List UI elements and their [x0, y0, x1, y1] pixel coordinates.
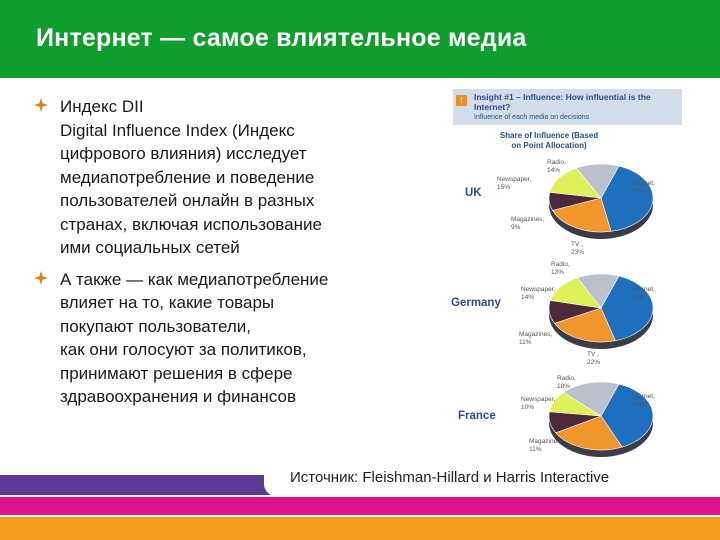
- insight-icon: !: [456, 95, 467, 106]
- pie-slice-radio: [577, 273, 620, 309]
- bullet-line: ими социальных сетей: [60, 238, 240, 257]
- slide-title: Интернет — самое влиятельное медиа: [36, 24, 527, 52]
- star-bullet-icon: [34, 98, 48, 112]
- bullet-line: Индекс DII: [60, 97, 144, 116]
- slice-label: Radio, 18%: [557, 375, 576, 390]
- slice-label: TV , 22%: [587, 351, 600, 366]
- bullet-line: Digital Influence Index (Индекс: [60, 120, 295, 140]
- slice-label: Newspaper, 15%: [497, 176, 532, 191]
- source-caption: Источник: Fleishman-Hillard и Harris Int…: [290, 469, 610, 486]
- country-label: UK: [465, 187, 482, 199]
- country-label: France: [458, 410, 496, 422]
- pie-slice-tv: [552, 197, 612, 233]
- pie-slice-tv: [555, 415, 623, 451]
- pie-slice-radio: [563, 381, 620, 417]
- bullet-line: пользователей онлайн в разных: [60, 191, 315, 210]
- insight-subtitle: Influence of each media on decisions: [474, 114, 590, 121]
- slice-label: Magazines, 11%: [519, 331, 552, 346]
- footer-stripe-pink: [0, 497, 720, 515]
- pie-charts: UK Internet, 43% TV , 23% Magazines, 9% Newspap…: [451, 159, 655, 457]
- slide-header: Интернет — самое влиятельное медиа: [0, 0, 720, 78]
- pie-slice-internet: [600, 275, 654, 342]
- share-title: Share of Influence (Based on Point Alloc…: [499, 131, 599, 150]
- bullet-line: принимают решения в сфере: [60, 363, 293, 383]
- insight-title: Insight #1 – Influence: How influential …: [474, 92, 651, 112]
- slice-label: Magazines, 11%: [529, 438, 562, 453]
- footer-stripe-orange: [0, 517, 720, 540]
- slice-label: Radio, 13%: [551, 261, 570, 276]
- slice-label: Radio, 14%: [547, 159, 566, 174]
- bullet-line: здравоохранения и финансов: [60, 387, 296, 406]
- bullet-item: А также — как медиапотребление влияет на…: [34, 268, 394, 409]
- bullet-list: Индекс DII Digital Influence Index (Инде…: [34, 95, 394, 417]
- influence-figure: ! Insight #1 – Influence: How influentia…: [449, 86, 682, 457]
- slice-label: Internet, 37%: [631, 393, 655, 408]
- pie-slice-internet: [600, 383, 654, 448]
- bullet-line: влияет на то, какие товары: [60, 293, 275, 312]
- pie-slice-radio: [575, 163, 620, 199]
- bullet-line: как они голосуют за политиков,: [60, 340, 307, 359]
- bullet-line: медиапотребление и поведение: [60, 167, 315, 187]
- insight-banner: ! Insight #1 – Influence: How influentia…: [453, 89, 682, 125]
- star-bullet-icon: [34, 270, 48, 285]
- source-box: [264, 462, 720, 496]
- bullet-line: покупают пользователи,: [60, 316, 252, 336]
- bullet-line: странах, включая использование: [60, 214, 322, 234]
- slice-label: Internet, 40%: [631, 286, 655, 301]
- slice-label: Newspaper, 14%: [521, 286, 556, 301]
- slice-label: Internet, 43%: [631, 180, 655, 195]
- slice-label: Newspaper, 10%: [521, 396, 556, 411]
- country-label: Germany: [451, 297, 501, 309]
- bullet-line: цифрового влияния) исследует: [60, 144, 307, 163]
- slice-label: Magazines, 9%: [511, 216, 544, 231]
- bullet-item: Индекс DII Digital Influence Index (Инде…: [34, 95, 394, 260]
- pie-slice-internet: [600, 165, 654, 232]
- slice-label: TV , 23%: [571, 241, 584, 256]
- bullet-line: А также — как медиапотребление: [60, 269, 329, 289]
- pie-slice-tv: [554, 307, 616, 343]
